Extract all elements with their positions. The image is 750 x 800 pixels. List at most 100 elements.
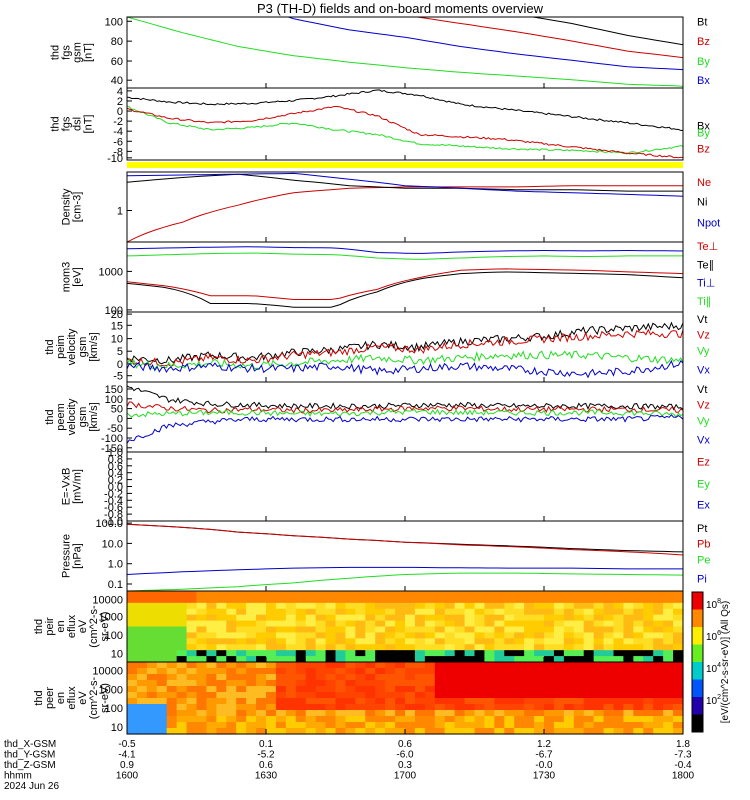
spectrogram-cell: [146, 716, 158, 723]
spectrogram-cell: [444, 668, 456, 675]
spectrogram-cell: [305, 602, 317, 610]
spectrogram-cell: [156, 728, 168, 735]
spectrogram-cell: [484, 674, 495, 681]
spectrogram-cell: [474, 668, 486, 675]
spectrogram-cell: [454, 692, 466, 699]
y-tick-label: -5: [113, 371, 123, 383]
legend-label: Ni: [697, 196, 707, 208]
spectrogram-cell: [444, 591, 456, 598]
spectrogram-cell: [395, 680, 406, 687]
spectrogram-cell: [553, 591, 565, 598]
spectrogram-cell: [673, 614, 684, 622]
xaxis-value: 1.8: [676, 739, 690, 750]
spectrogram-cell: [256, 638, 267, 645]
spectrogram-cell: [156, 602, 168, 610]
spectrogram-cell: [305, 632, 317, 639]
spectrogram-cell: [275, 656, 287, 663]
spectrogram-cell: [653, 656, 664, 663]
spectrogram-cell: [504, 626, 515, 634]
spectrogram-cell: [136, 638, 148, 645]
spectrogram-cell: [395, 614, 406, 622]
spectrogram-cell: [534, 596, 545, 604]
spectrogram-cell: [613, 674, 625, 681]
ylabel-line: dsl: [72, 117, 84, 131]
spectrogram-cell: [593, 602, 605, 610]
spectrogram-cell: [633, 722, 644, 729]
spectrogram-cell: [385, 680, 396, 687]
spectrogram-cell: [345, 674, 356, 681]
legend-label: Te⊥: [697, 241, 718, 253]
spectrogram-cell: [613, 704, 625, 711]
spectrogram-cell: [186, 638, 198, 645]
spectrogram-cell: [186, 650, 198, 657]
spectrogram-cell: [196, 596, 208, 604]
spectrogram-cell: [375, 656, 386, 663]
spectrogram-cell: [534, 668, 545, 675]
spectrogram-cell: [643, 680, 654, 687]
spectrogram-cell: [216, 662, 227, 669]
spectrogram-cell: [375, 626, 386, 634]
spectrogram-cell: [345, 650, 356, 657]
spectrogram-cell: [593, 638, 605, 645]
spectrogram-cell: [494, 632, 505, 639]
spectrogram-cell: [524, 638, 535, 645]
spectrogram-cell: [355, 644, 366, 651]
colorbar-frame: [691, 591, 704, 733]
spectrogram-cell: [534, 626, 545, 634]
spectrogram-cell: [335, 638, 347, 645]
spectrogram-cell: [504, 686, 515, 693]
spectrogram-cell: [325, 728, 337, 735]
spectrogram-cell: [176, 614, 188, 622]
series-line-Bz: [127, 105, 683, 159]
spectrogram-cell: [365, 662, 376, 669]
xaxis-value: -0.0: [535, 760, 553, 771]
spectrogram-cell: [206, 698, 217, 705]
spectrogram-cell: [494, 680, 505, 687]
series-line-Bt: [529, 17, 683, 46]
spectrogram-cell: [603, 698, 615, 705]
panel-efield: E=-VxB [mV/m]1.00.80.60.40.20.0-0.2-0.4-0…: [61, 447, 711, 528]
legend-label: Pe: [697, 555, 710, 567]
spectrogram-cell: [136, 614, 148, 622]
spectrogram-cell: [256, 614, 267, 622]
spectrogram-cell: [256, 632, 267, 639]
spectrogram-cell: [127, 591, 138, 598]
spectrogram-cell: [424, 698, 436, 705]
spectrogram-cell: [127, 608, 138, 616]
spectrogram-cell: [186, 591, 198, 598]
spectrogram-cell: [146, 608, 158, 616]
spectrogram-cell: [603, 632, 615, 639]
spectrogram-cell: [295, 608, 307, 616]
spectrogram-cell: [553, 716, 565, 723]
spectrogram-cell: [166, 626, 178, 634]
spectrogram-cell: [236, 650, 247, 657]
spectrogram-cell: [196, 656, 208, 663]
spectrogram-cell: [226, 650, 237, 657]
spectrogram-cell: [643, 626, 654, 634]
spectrogram-cell: [643, 692, 654, 699]
spectrogram-cell: [514, 680, 525, 687]
spectrogram-cell: [325, 650, 337, 657]
y-tick-label: 60: [111, 56, 123, 68]
spectrogram-cell: [335, 710, 347, 717]
spectrogram-cell: [504, 692, 515, 699]
spectrogram-cell: [663, 662, 674, 669]
y-tick-label: 5: [117, 346, 123, 358]
spectrogram-cell: [295, 704, 307, 711]
spectrogram-cell: [335, 716, 347, 723]
spectrogram-cell: [335, 662, 347, 669]
spectrogram-cell: [345, 656, 356, 663]
spectrogram-cell: [633, 626, 644, 634]
spectrogram-cell: [216, 704, 227, 711]
y-tick-label: 150: [105, 384, 123, 396]
spectrogram-cell: [285, 704, 297, 711]
spectrogram-cell: [563, 680, 575, 687]
spectrogram-cell: [524, 710, 535, 717]
spectrogram-cell: [444, 716, 456, 723]
spectrogram-cell: [256, 662, 267, 669]
spectrogram-cell: [524, 686, 535, 693]
spectrogram-cell: [305, 614, 317, 622]
spectrogram-cell: [226, 710, 237, 717]
spectrogram-cell: [315, 710, 327, 717]
